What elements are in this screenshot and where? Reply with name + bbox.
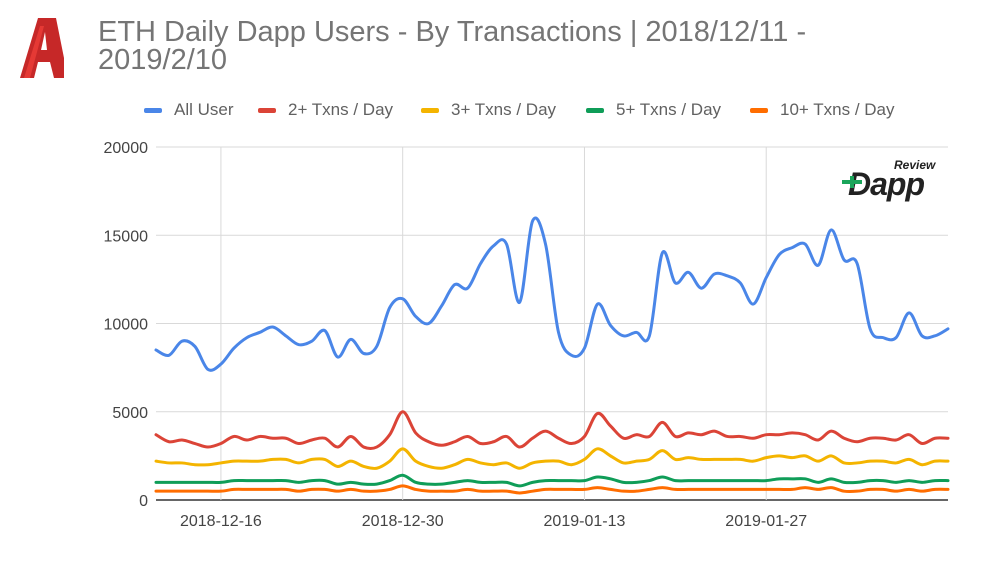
series-line-ten [154, 484, 950, 495]
legend-item-5plus: 5+ Txns / Day [586, 96, 721, 124]
legend-label: 2+ Txns / Day [288, 100, 394, 119]
x-tick-label: 2019-01-27 [725, 513, 807, 530]
series-line-all [154, 216, 950, 372]
series-line-two [154, 410, 950, 450]
a-letter-logo [16, 14, 74, 82]
x-tick-label: 2018-12-30 [362, 513, 444, 530]
legend-swatch [421, 107, 439, 113]
legend-label: 5+ Txns / Day [616, 100, 722, 119]
series-line-five [154, 473, 950, 488]
chart-legend: All User 2+ Txns / Day 3+ Txns / Day 5+ … [0, 96, 1000, 124]
y-tick-label: 10000 [104, 317, 149, 334]
y-tick-label: 5000 [112, 405, 148, 422]
legend-label: 3+ Txns / Day [451, 100, 557, 119]
chart-title: ETH Daily Dapp Users - By Transactions |… [98, 16, 807, 76]
legend-item-all-user: All User [144, 96, 234, 124]
y-tick-label: 15000 [104, 228, 149, 245]
dapp-review-watermark: Review Dapp [842, 158, 942, 208]
watermark-plus-icon [842, 176, 862, 188]
legend-item-10plus: 10+ Txns / Day [750, 96, 895, 124]
legend-label: 10+ Txns / Day [780, 100, 895, 119]
legend-swatch [586, 107, 604, 113]
watermark-review-text: Review [894, 158, 936, 172]
x-tick-label: 2019-01-13 [544, 513, 626, 530]
legend-label: All User [174, 100, 234, 119]
y-tick-label: 0 [139, 493, 148, 510]
x-tick-label: 2018-12-16 [180, 513, 262, 530]
legend-swatch [144, 107, 162, 113]
legend-item-3plus: 3+ Txns / Day [421, 96, 556, 124]
legend-swatch [258, 107, 276, 113]
legend-swatch [750, 107, 768, 113]
legend-item-2plus: 2+ Txns / Day [258, 96, 393, 124]
series-line-three [154, 447, 950, 470]
y-tick-label: 20000 [104, 140, 149, 157]
